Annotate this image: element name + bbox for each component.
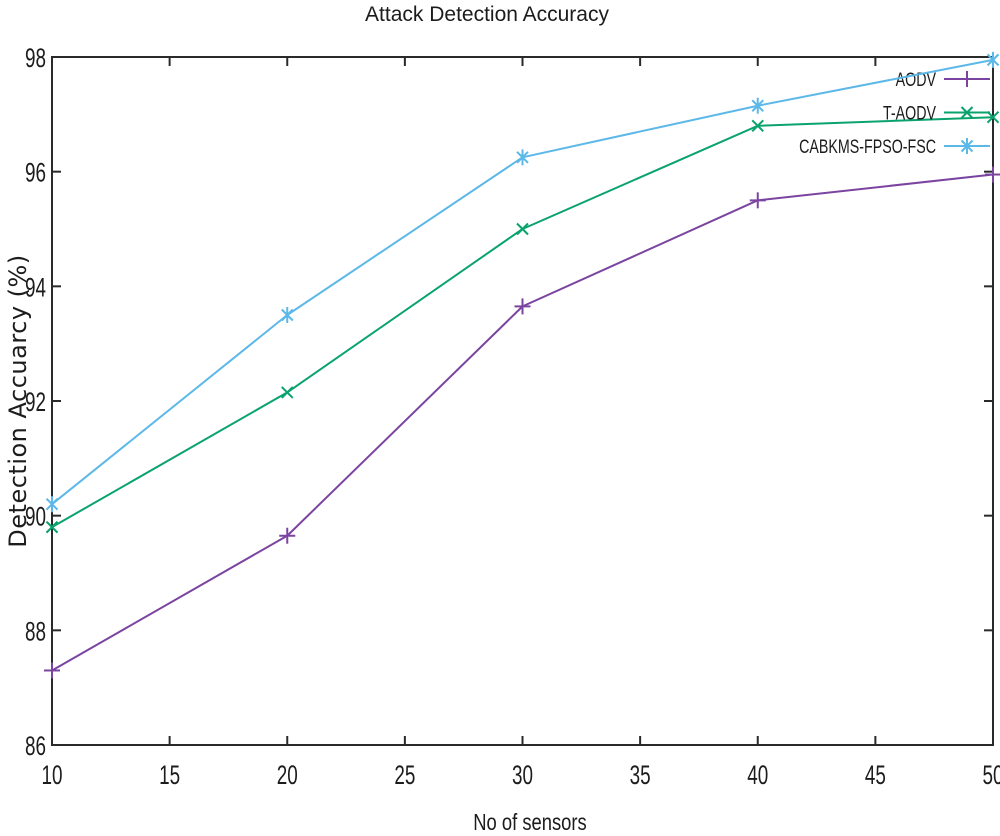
x-tick-label: 30 bbox=[512, 760, 533, 790]
x-tick-label: 25 bbox=[394, 760, 415, 790]
cross-marker-icon bbox=[751, 119, 764, 133]
asterisk-marker-icon bbox=[751, 97, 764, 114]
chart-title: Attack Detection Accuracy bbox=[365, 3, 609, 26]
legend-label: AODV bbox=[896, 69, 937, 90]
legend-label: CABKMS-FPSO-FSC bbox=[799, 136, 936, 157]
series-line bbox=[51, 58, 994, 505]
legend-entry-aodv: AODV bbox=[896, 69, 990, 91]
series-line bbox=[51, 116, 994, 529]
plus-marker-icon bbox=[959, 71, 975, 87]
plus-marker-icon bbox=[279, 527, 296, 544]
x-axis-label: No of sensors bbox=[473, 810, 586, 835]
asterisk-marker-icon bbox=[960, 138, 974, 154]
y-tick-label: 86 bbox=[25, 731, 46, 761]
plus-marker-icon bbox=[44, 662, 60, 679]
x-tick-label: 10 bbox=[41, 760, 62, 790]
cross-marker-icon bbox=[986, 110, 1000, 124]
y-tick-label: 98 bbox=[25, 43, 46, 73]
legend-entry-cabkms-fpso-fsc: CABKMS-FPSO-FSC bbox=[799, 136, 990, 158]
x-tick-label: 35 bbox=[630, 760, 651, 790]
asterisk-marker-icon bbox=[516, 149, 529, 166]
legend-entry-t-aodv: T-AODV bbox=[883, 103, 990, 124]
series-aodv bbox=[44, 166, 1000, 679]
cross-marker-icon bbox=[281, 386, 294, 399]
series-t-aodv bbox=[45, 110, 1000, 534]
y-tick-label: 90 bbox=[25, 501, 46, 531]
plus-marker-icon bbox=[749, 192, 766, 209]
cross-marker-icon bbox=[516, 222, 529, 236]
cross-marker-icon bbox=[960, 106, 974, 119]
x-tick-label: 20 bbox=[277, 760, 298, 790]
plus-marker-icon bbox=[514, 298, 531, 315]
x-tick-label: 15 bbox=[159, 760, 180, 790]
y-axis-label: Detection Accuarcy (%) bbox=[4, 254, 32, 547]
series-line bbox=[51, 173, 994, 672]
y-tick-label: 96 bbox=[25, 157, 46, 187]
plot-body: 10 15 20 25 30 35 40 45 50 86 88 90 92 94 96 98 AODV T-AO… bbox=[25, 43, 1000, 790]
x-tick-label: 50 bbox=[982, 760, 1000, 790]
y-tick-label: 88 bbox=[25, 616, 46, 646]
y-tick-label: 94 bbox=[25, 272, 46, 302]
x-tick-label: 40 bbox=[747, 760, 768, 790]
asterisk-marker-icon bbox=[281, 307, 294, 323]
x-tick-label: 45 bbox=[865, 760, 886, 790]
cross-marker-icon bbox=[45, 520, 59, 534]
plus-marker-icon bbox=[985, 166, 1000, 183]
legend-label: T-AODV bbox=[883, 103, 937, 124]
y-tick-label: 92 bbox=[25, 387, 46, 417]
asterisk-marker-icon bbox=[45, 496, 59, 513]
asterisk-marker-icon bbox=[986, 51, 1000, 68]
series-cabkms-fpso-fsc bbox=[45, 51, 1000, 513]
